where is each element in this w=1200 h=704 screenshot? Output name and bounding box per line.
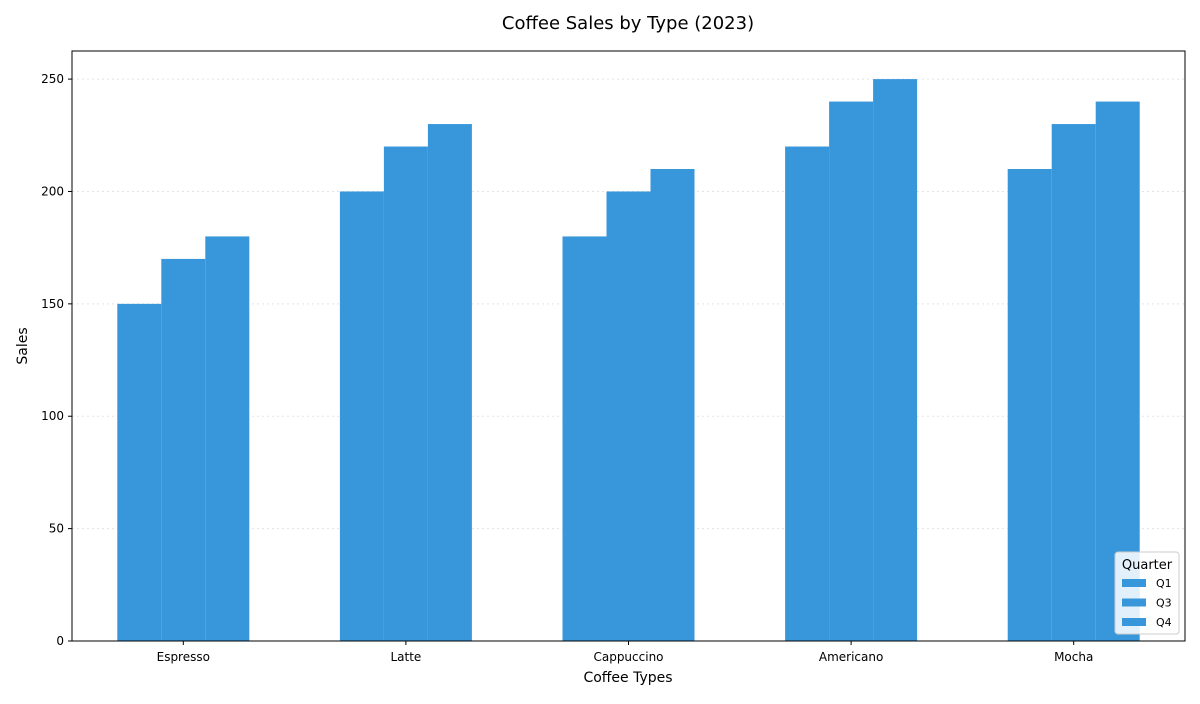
legend-entry-label: Q3 <box>1156 597 1172 610</box>
chart-title: Coffee Sales by Type (2023) <box>502 13 754 34</box>
bar-americano-1 <box>785 146 830 641</box>
bar-mocha-2 <box>1051 124 1096 642</box>
y-axis-ticks: 0 50 100 150 200 250 <box>41 72 72 648</box>
bar-cappuccino-1 <box>562 236 607 641</box>
bar-mocha-1 <box>1007 169 1052 641</box>
y-tick-label: 200 <box>41 184 64 198</box>
x-tick-label: Americano <box>819 650 883 664</box>
legend-entries: Q1 Q3 Q4 <box>1122 577 1172 629</box>
bar-espresso-3 <box>205 236 250 641</box>
legend-swatch <box>1122 579 1146 587</box>
legend-entry-label: Q1 <box>1156 577 1172 590</box>
bar-americano-2 <box>829 101 874 642</box>
bar-latte-1 <box>339 191 384 641</box>
x-axis-title: Coffee Types <box>583 670 672 686</box>
y-tick-label: 150 <box>41 297 64 311</box>
bar-espresso-1 <box>117 303 162 641</box>
bar-latte-3 <box>427 124 472 642</box>
bar-cappuccino-2 <box>606 191 651 641</box>
y-tick-label: 250 <box>41 72 64 86</box>
y-axis-title: Sales <box>15 327 31 364</box>
bar-cappuccino-3 <box>650 169 695 641</box>
legend-box <box>1114 551 1180 635</box>
legend-title: Quarter <box>1122 558 1173 573</box>
y-tick-label: 100 <box>41 409 64 423</box>
x-tick-label: Cappuccino <box>593 650 663 664</box>
bar-mocha-3 <box>1095 101 1140 642</box>
bar-espresso-2 <box>161 258 206 641</box>
x-tick-label: Espresso <box>157 650 210 664</box>
bar-americano-3 <box>873 79 918 642</box>
bars <box>117 79 1140 642</box>
y-tick-label: 0 <box>56 634 64 648</box>
x-tick-label: Latte <box>390 650 421 664</box>
x-tick-label: Mocha <box>1054 650 1093 664</box>
legend-entry-label: Q4 <box>1156 616 1172 629</box>
legend-swatch <box>1122 598 1146 607</box>
legend: Quarter Q1 Q3 Q4 <box>1114 551 1180 635</box>
x-axis-ticks: Espresso Latte Cappuccino Americano Mocha <box>157 641 1093 664</box>
legend-swatch <box>1122 618 1146 626</box>
bar-latte-2 <box>383 146 428 641</box>
y-tick-label: 50 <box>49 522 64 536</box>
